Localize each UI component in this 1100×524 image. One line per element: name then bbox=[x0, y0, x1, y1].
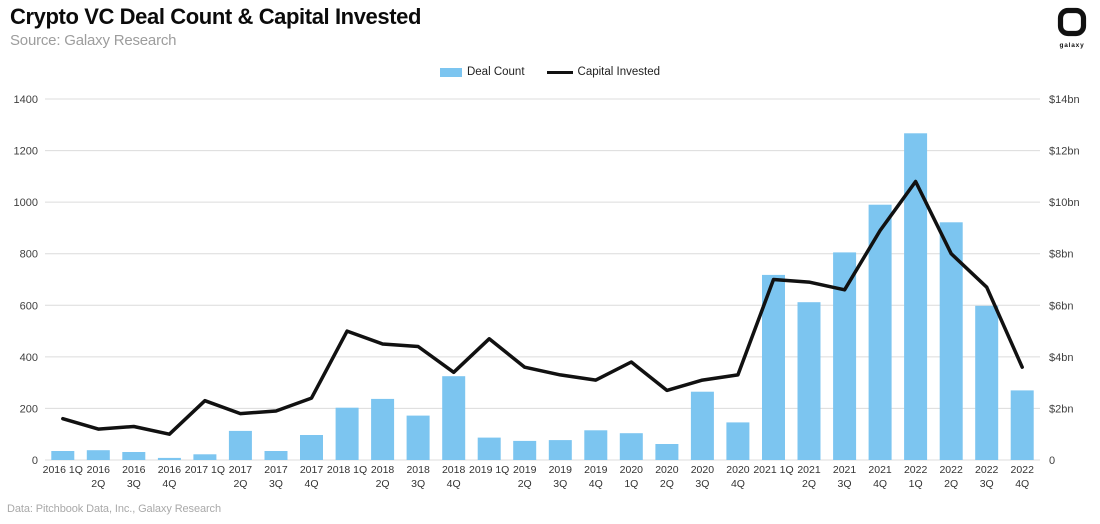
left-axis-tick-label: 1000 bbox=[14, 197, 38, 209]
x-axis-label: 2016 3Q bbox=[122, 464, 146, 490]
deal-count-bar bbox=[86, 450, 110, 460]
deal-count-bar bbox=[122, 452, 146, 460]
x-axis-label: 2019 2Q bbox=[513, 464, 537, 490]
x-axis-label: 2016 4Q bbox=[158, 464, 182, 490]
left-axis-tick-label: 800 bbox=[20, 249, 38, 261]
combo-chart: 0 0 200 $2bn 400 $4bn 600 $6bn 800 $8bn 1000 $10bn 1… bbox=[14, 94, 1080, 490]
x-axis-label: 2022 4Q bbox=[1011, 464, 1035, 490]
right-axis-tick-label: $4bn bbox=[1049, 352, 1073, 364]
right-axis-tick-label: 0 bbox=[1049, 455, 1055, 467]
x-axis-label: 2017 3Q bbox=[264, 464, 288, 490]
deal-count-bar bbox=[264, 451, 288, 460]
deal-count-bar bbox=[51, 451, 75, 460]
galaxy-logo-icon bbox=[1057, 7, 1087, 42]
deal-count-bar bbox=[1010, 390, 1034, 460]
x-axis-label: 2019 1Q bbox=[469, 464, 509, 476]
x-axis-label: 2017 4Q bbox=[300, 464, 324, 490]
x-axis-label: 2021 2Q bbox=[797, 464, 821, 490]
right-axis-tick-label: $2bn bbox=[1049, 403, 1073, 415]
x-axis-label: 2018 2Q bbox=[371, 464, 395, 490]
deal-count-bar bbox=[619, 433, 643, 460]
x-axis-label: 2019 4Q bbox=[584, 464, 608, 490]
chart-header: Crypto VC Deal Count & Capital Invested … bbox=[10, 4, 421, 49]
galaxy-logo-text: galaxy bbox=[1059, 42, 1085, 49]
x-axis-label: 2019 3Q bbox=[549, 464, 573, 490]
deal-count-swatch-icon bbox=[439, 67, 462, 77]
x-axis-label: 2016 2Q bbox=[87, 464, 111, 490]
legend-item-capital-invested: Capital Invested bbox=[546, 66, 660, 78]
deal-count-bar bbox=[868, 204, 892, 460]
x-axis-label: 2018 3Q bbox=[406, 464, 430, 490]
deal-count-bar bbox=[193, 454, 217, 460]
chart-subtitle: Source: Galaxy Research bbox=[10, 32, 177, 50]
left-axis-tick-label: 600 bbox=[20, 300, 38, 312]
x-axis-label: 2020 4Q bbox=[726, 464, 750, 490]
x-axis-label: 2020 3Q bbox=[691, 464, 715, 490]
capital-invested-line bbox=[61, 179, 1024, 436]
deal-count-bar bbox=[477, 437, 501, 460]
deal-count-bar bbox=[300, 435, 323, 460]
x-axis-label: 2020 1Q bbox=[620, 464, 644, 490]
deal-count-bar bbox=[797, 302, 821, 460]
left-axis-tick-label: 1200 bbox=[14, 146, 38, 158]
x-axis-label: 2021 4Q bbox=[868, 464, 892, 490]
deal-count-bar bbox=[513, 440, 537, 460]
left-axis-tick-label: 1400 bbox=[14, 94, 38, 106]
legend-label-capital-invested: Capital Invested bbox=[577, 66, 660, 78]
x-axis-label: 2016 1Q bbox=[43, 464, 83, 476]
x-axis-label: 2017 1Q bbox=[185, 464, 225, 476]
deal-count-bar bbox=[157, 457, 181, 460]
deal-count-bar bbox=[904, 133, 928, 461]
deal-count-bar bbox=[371, 398, 395, 460]
deal-count-bar bbox=[655, 444, 679, 460]
x-axis-label: 2022 2Q bbox=[939, 464, 963, 490]
deal-count-bar bbox=[690, 391, 714, 460]
left-axis-tick-label: 200 bbox=[20, 403, 38, 415]
left-axis-tick-label: 400 bbox=[20, 352, 38, 364]
x-axis-label: 2017 2Q bbox=[229, 464, 253, 490]
right-axis-tick-label: $12bn bbox=[1049, 146, 1080, 158]
left-axis-tick-label: 0 bbox=[32, 455, 38, 467]
x-axis-label: 2021 1Q bbox=[753, 464, 793, 476]
right-axis-tick-label: $14bn bbox=[1049, 94, 1080, 106]
data-source-note: Data: Pitchbook Data, Inc., Galaxy Resea… bbox=[7, 503, 221, 515]
deal-count-bar bbox=[406, 415, 430, 460]
galaxy-logo: galaxy bbox=[1050, 7, 1094, 49]
x-axis-label: 2018 1Q bbox=[327, 464, 367, 476]
x-axis-label: 2022 1Q bbox=[904, 464, 928, 490]
deal-count-bar bbox=[833, 252, 857, 460]
legend-label-deal-count: Deal Count bbox=[466, 66, 525, 78]
right-axis-tick-label: $10bn bbox=[1049, 197, 1080, 209]
x-axis-label: 2018 4Q bbox=[442, 464, 466, 490]
right-axis-tick-label: $6bn bbox=[1049, 300, 1073, 312]
chart-legend: Deal Count Capital Invested bbox=[0, 66, 1100, 78]
page-title: Crypto VC Deal Count & Capital Invested bbox=[10, 4, 422, 29]
deal-count-bar bbox=[548, 440, 572, 460]
x-axis-label: 2020 2Q bbox=[655, 464, 679, 490]
deal-count-bar bbox=[975, 305, 999, 460]
deal-count-bar bbox=[584, 430, 608, 460]
deal-count-bar bbox=[442, 376, 466, 460]
deal-count-bar bbox=[762, 274, 785, 460]
right-axis-tick-label: $8bn bbox=[1049, 249, 1073, 261]
deal-count-bar bbox=[939, 222, 963, 460]
legend-item-deal-count: Deal Count bbox=[439, 66, 525, 78]
deal-count-bar bbox=[335, 407, 359, 460]
x-axis-label: 2021 3Q bbox=[833, 464, 857, 490]
deal-count-bar bbox=[228, 430, 252, 460]
capital-invested-swatch-icon bbox=[546, 70, 573, 74]
x-axis-label: 2022 3Q bbox=[975, 464, 999, 490]
chart-plot-area: 0 0 200 $2bn 400 $4bn 600 $6bn 800 $8bn 1000 $10bn 1… bbox=[0, 85, 1100, 505]
deal-count-bar bbox=[726, 422, 750, 460]
